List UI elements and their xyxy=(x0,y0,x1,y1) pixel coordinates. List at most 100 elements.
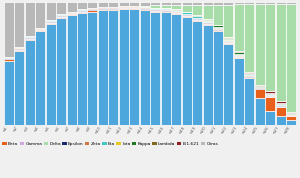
Bar xyxy=(25,37,34,38)
Bar xyxy=(234,56,244,57)
Bar xyxy=(77,2,87,9)
Bar xyxy=(224,37,233,38)
Bar xyxy=(182,12,192,14)
Bar xyxy=(67,15,76,125)
Bar xyxy=(234,55,244,56)
Bar xyxy=(192,16,202,18)
Bar xyxy=(202,19,212,20)
Bar xyxy=(182,14,192,15)
Bar xyxy=(14,2,24,47)
Bar xyxy=(161,12,171,125)
Bar xyxy=(234,54,244,55)
Bar xyxy=(224,44,233,125)
Bar xyxy=(150,12,160,125)
Bar xyxy=(67,13,76,14)
Bar xyxy=(213,28,223,29)
Bar xyxy=(98,2,108,7)
Bar xyxy=(224,38,233,40)
Bar xyxy=(213,32,223,125)
Bar xyxy=(182,15,192,17)
Bar xyxy=(46,22,56,23)
Bar xyxy=(234,52,244,54)
Bar xyxy=(244,2,254,4)
Bar xyxy=(35,30,45,31)
Bar xyxy=(35,28,45,29)
Bar xyxy=(67,14,76,15)
Bar xyxy=(192,20,202,21)
Bar xyxy=(266,111,275,125)
Bar xyxy=(266,95,275,96)
Bar xyxy=(171,9,181,10)
Bar xyxy=(150,11,160,12)
Bar xyxy=(77,12,87,13)
Bar xyxy=(244,74,254,75)
Bar xyxy=(25,40,34,125)
Bar xyxy=(140,8,150,9)
Bar xyxy=(266,91,275,93)
Bar xyxy=(161,6,171,8)
Bar xyxy=(108,2,118,7)
Bar xyxy=(14,51,24,125)
Bar xyxy=(150,6,160,8)
Bar xyxy=(140,11,150,125)
Bar xyxy=(171,13,181,14)
Bar xyxy=(244,4,254,72)
Bar xyxy=(140,2,150,6)
Bar xyxy=(224,41,233,42)
Bar xyxy=(161,10,171,11)
Bar xyxy=(46,2,56,20)
Bar xyxy=(192,21,202,125)
Bar xyxy=(182,2,192,6)
Bar xyxy=(192,15,202,16)
Bar xyxy=(234,4,244,51)
Bar xyxy=(202,21,212,22)
Bar xyxy=(286,4,296,112)
Bar xyxy=(276,101,286,103)
Bar xyxy=(224,2,233,5)
Bar xyxy=(276,103,286,104)
Bar xyxy=(161,8,171,9)
Bar xyxy=(213,25,223,27)
Bar xyxy=(286,120,296,125)
Bar xyxy=(255,4,265,85)
Bar xyxy=(244,77,254,78)
Bar xyxy=(255,98,265,125)
Bar xyxy=(266,97,275,111)
Bar xyxy=(244,78,254,125)
Bar xyxy=(213,27,223,28)
Bar xyxy=(25,2,34,36)
Legend: Beta, Gamma, Delta, Epsilon, Zeta, Eta, Iota, Kappa, Lambda, B.1.621, Otras: Beta, Gamma, Delta, Epsilon, Zeta, Eta, … xyxy=(2,142,218,146)
Bar xyxy=(4,59,14,61)
Bar xyxy=(161,2,171,6)
Bar xyxy=(108,11,118,125)
Bar xyxy=(266,94,275,95)
Bar xyxy=(98,9,108,11)
Bar xyxy=(276,4,286,101)
Bar xyxy=(98,8,108,9)
Bar xyxy=(14,50,24,51)
Bar xyxy=(46,23,56,24)
Bar xyxy=(108,8,118,9)
Bar xyxy=(77,10,87,11)
Bar xyxy=(46,21,56,22)
Bar xyxy=(286,2,296,4)
Bar xyxy=(224,43,233,44)
Bar xyxy=(56,18,66,125)
Bar xyxy=(56,15,66,16)
Bar xyxy=(25,36,34,37)
Bar xyxy=(108,9,118,11)
Bar xyxy=(276,105,286,106)
Bar xyxy=(224,40,233,41)
Bar xyxy=(129,7,139,8)
Bar xyxy=(88,2,98,8)
Bar xyxy=(255,89,265,98)
Bar xyxy=(25,39,34,40)
Bar xyxy=(192,18,202,19)
Bar xyxy=(4,57,14,58)
Bar xyxy=(4,2,14,57)
Bar xyxy=(202,25,212,125)
Bar xyxy=(192,19,202,20)
Bar xyxy=(234,58,244,125)
Bar xyxy=(98,11,108,125)
Bar xyxy=(14,47,24,48)
